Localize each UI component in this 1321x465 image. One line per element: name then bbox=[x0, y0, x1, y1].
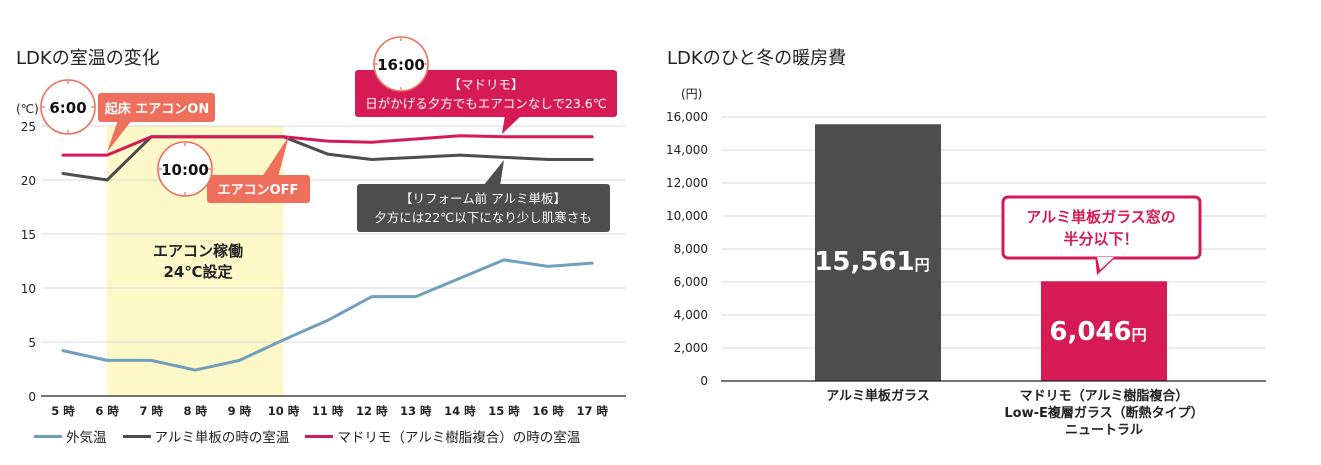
clock-icon-6: 6:00 bbox=[41, 80, 95, 134]
y-tick-label: 25 bbox=[21, 120, 36, 134]
ac-off-label: エアコンOFF bbox=[218, 183, 299, 198]
legend-swatch-aluminum bbox=[123, 435, 151, 438]
y-tick-label: 8,000 bbox=[674, 242, 708, 256]
line-chart-y-ticks: 0 5 10 15 20 25 bbox=[21, 120, 36, 404]
line-chart-y-unit: (℃) bbox=[16, 102, 39, 116]
x-tick-label: 8 時 bbox=[184, 404, 208, 418]
x-tick-label: 15 時 bbox=[488, 404, 520, 418]
legend-swatch-outdoor bbox=[34, 435, 62, 438]
x-tick-label: 9 時 bbox=[228, 404, 252, 418]
x-tick-label: 11 時 bbox=[312, 404, 344, 418]
legend-label-outdoor: 外気温 bbox=[66, 426, 107, 446]
bar-category-line: Low-E複層ガラス（断熱タイプ） bbox=[984, 405, 1224, 422]
y-tick-label: 0 bbox=[28, 390, 36, 404]
clock-icon-10: 10:00 bbox=[158, 142, 212, 196]
y-tick-label: 14,000 bbox=[666, 143, 708, 157]
legend-item-madorimo: マドリモ（アルミ樹脂複合）の時の室温 bbox=[305, 426, 580, 446]
line-chart-legend: 外気温 アルミ単板の時の室温 マドリモ（アルミ樹脂複合）の時の室温 bbox=[34, 426, 580, 446]
x-tick-label: 10 時 bbox=[268, 404, 300, 418]
ac-band-label-line1: エアコン稼働 bbox=[153, 242, 243, 260]
clock-16-label: 16:00 bbox=[377, 56, 425, 74]
y-tick-label: 15 bbox=[21, 228, 36, 242]
callout-aluminum: 【リフォーム前 アルミ単板】 夕方には22℃以下になり少し肌寒さも bbox=[357, 160, 610, 232]
callout-half: アルミ単板ガラス窓の 半分以下！ bbox=[1003, 197, 1200, 275]
y-tick-label: 10,000 bbox=[666, 209, 708, 223]
clock-icon-16: 16:00 bbox=[374, 37, 428, 91]
legend-item-aluminum: アルミ単板の時の室温 bbox=[123, 426, 290, 446]
line-chart-x-ticks: 5 時 6 時 7 時 8 時 9 時 10 時 11 時 12 時 13 時 14 時 15 時 1… bbox=[51, 404, 608, 418]
legend-item-outdoor: 外気温 bbox=[34, 426, 107, 446]
x-tick-label: 5 時 bbox=[51, 404, 75, 418]
ac-on-label: 起床 エアコンON bbox=[104, 101, 209, 117]
x-tick-label: 12 時 bbox=[356, 404, 388, 418]
bar-chart-y-ticks: 0 2,000 4,000 6,000 8,000 10,000 12,000 14,000 1… bbox=[666, 110, 708, 388]
bar-category-label: マドリモ（アルミ樹脂複合） Low-E複層ガラス（断熱タイプ） ニュートラル bbox=[984, 388, 1224, 439]
y-tick-label: 0 bbox=[700, 374, 708, 388]
x-tick-label: 14 時 bbox=[444, 404, 476, 418]
y-tick-label: 4,000 bbox=[674, 308, 708, 322]
clock-10-label: 10:00 bbox=[161, 161, 209, 179]
madorimo-callout-line2: 日がかげる夕方でもエアコンなしで23.6℃ bbox=[365, 96, 607, 111]
y-tick-label: 16,000 bbox=[666, 110, 708, 124]
clock-6-label: 6:00 bbox=[49, 99, 86, 117]
callout-half-line2: 半分以下！ bbox=[1063, 230, 1138, 248]
legend-swatch-madorimo bbox=[305, 435, 333, 438]
ac-band-label-line2: 24℃設定 bbox=[163, 263, 232, 281]
bar-value-label: 15,561円 bbox=[814, 247, 929, 277]
madorimo-callout-line1: 【マドリモ】 bbox=[448, 77, 523, 92]
y-tick-label: 12,000 bbox=[666, 176, 708, 190]
callout-half-line1: アルミ単板ガラス窓の bbox=[1026, 208, 1176, 226]
x-tick-label: 16 時 bbox=[532, 404, 564, 418]
y-tick-label: 10 bbox=[21, 282, 36, 296]
bar-category-label: アルミ単板ガラス bbox=[758, 388, 998, 405]
y-tick-label: 5 bbox=[28, 336, 36, 350]
bar-category-line: ニュートラル bbox=[984, 422, 1224, 439]
bar-chart-y-unit: (円) bbox=[681, 87, 702, 101]
x-tick-label: 13 時 bbox=[400, 404, 432, 418]
x-tick-label: 17 時 bbox=[576, 404, 608, 418]
y-tick-label: 20 bbox=[21, 174, 36, 188]
y-tick-label: 6,000 bbox=[674, 275, 708, 289]
y-tick-label: 2,000 bbox=[674, 341, 708, 355]
aluminum-callout-line1: 【リフォーム前 アルミ単板】 bbox=[400, 191, 566, 206]
x-tick-label: 7 時 bbox=[139, 404, 163, 418]
bar-category-line: マドリモ（アルミ樹脂複合） bbox=[984, 388, 1224, 405]
x-tick-label: 6 時 bbox=[95, 404, 119, 418]
bar-category-line: アルミ単板ガラス bbox=[758, 388, 998, 405]
legend-label-aluminum: アルミ単板の時の室温 bbox=[155, 426, 290, 446]
legend-label-madorimo: マドリモ（アルミ樹脂複合）の時の室温 bbox=[337, 426, 580, 446]
aluminum-callout-line2: 夕方には22℃以下になり少し肌寒さも bbox=[374, 210, 591, 225]
